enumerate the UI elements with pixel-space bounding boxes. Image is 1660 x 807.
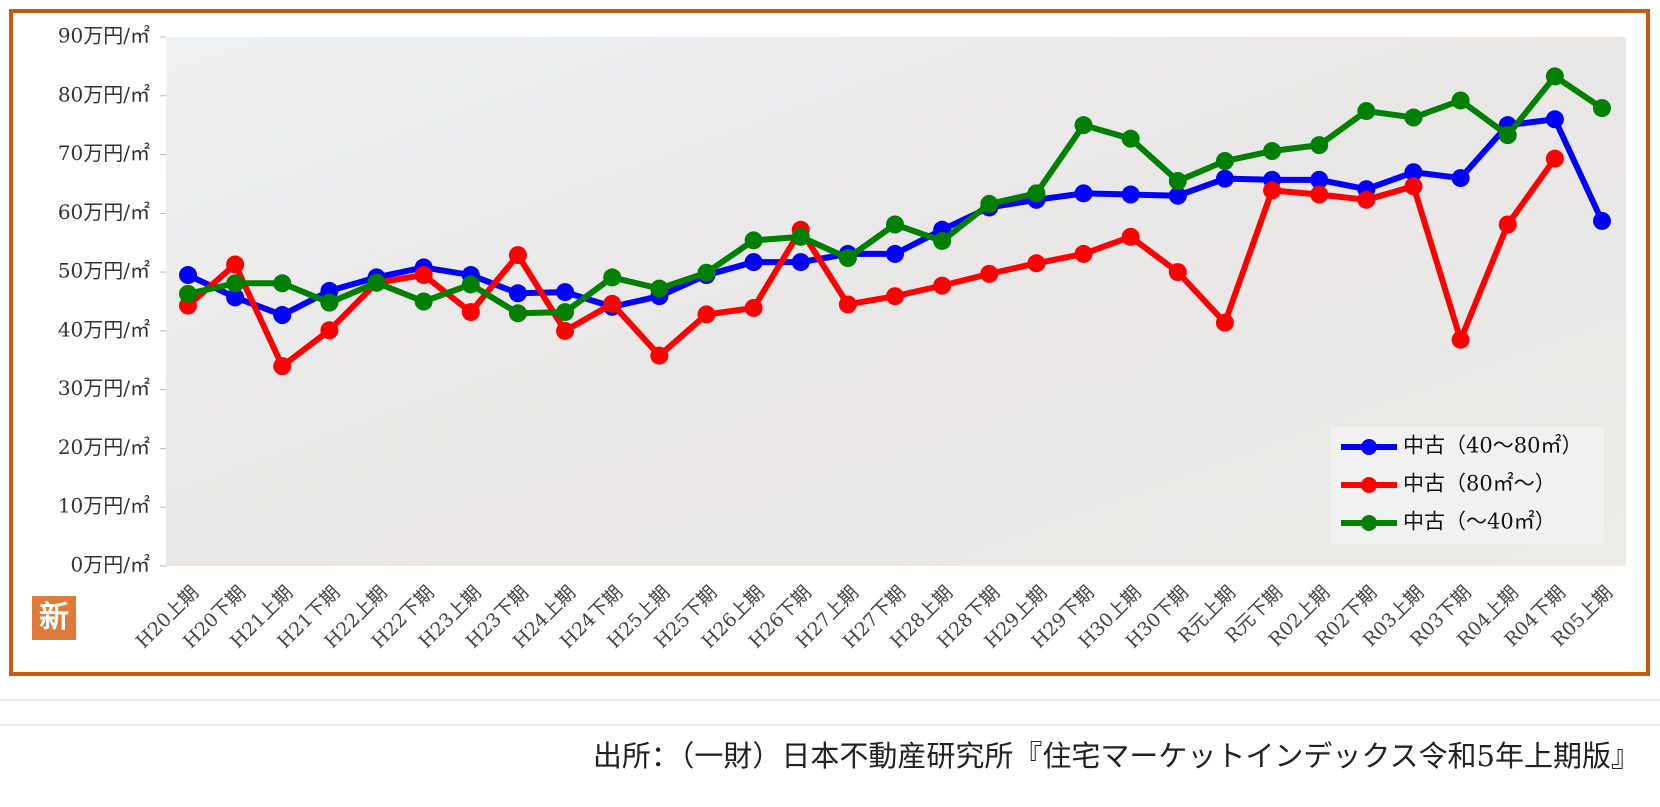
data-point xyxy=(1310,170,1329,189)
data-point xyxy=(1545,149,1564,168)
data-point xyxy=(744,298,763,317)
y-tick-label: 60万円/㎡ xyxy=(58,200,150,224)
data-point xyxy=(1027,184,1046,203)
data-point xyxy=(1027,254,1046,273)
data-point xyxy=(461,275,480,294)
data-point xyxy=(508,246,527,265)
legend-label: 中古（80㎡～） xyxy=(1403,472,1556,496)
data-point xyxy=(273,357,292,376)
data-point xyxy=(744,231,763,250)
data-point xyxy=(1404,108,1423,127)
data-point xyxy=(697,263,716,282)
data-point xyxy=(603,268,622,287)
data-point xyxy=(1121,227,1140,246)
y-tick-label: 70万円/㎡ xyxy=(58,141,150,165)
data-point xyxy=(179,266,197,285)
data-point xyxy=(273,306,292,325)
badge: 新 xyxy=(39,600,69,635)
data-point xyxy=(980,264,999,283)
data-point xyxy=(838,295,857,314)
data-point xyxy=(1215,169,1234,188)
data-point xyxy=(367,273,386,292)
data-point xyxy=(791,227,810,246)
data-point xyxy=(414,266,433,285)
data-point xyxy=(320,293,339,312)
data-point xyxy=(791,253,810,272)
data-point xyxy=(650,279,669,298)
data-point xyxy=(1545,110,1564,129)
y-tick-label: 20万円/㎡ xyxy=(58,435,150,459)
data-point xyxy=(226,288,245,307)
data-point xyxy=(1593,211,1611,230)
y-tick-label: 30万円/㎡ xyxy=(58,376,150,400)
data-point xyxy=(179,284,197,303)
y-tick-label: 0万円/㎡ xyxy=(71,553,150,577)
data-point xyxy=(414,292,433,311)
data-point xyxy=(508,284,527,303)
data-point xyxy=(226,255,245,274)
data-point xyxy=(1498,126,1517,145)
data-point xyxy=(1168,186,1187,205)
data-point xyxy=(1074,184,1093,203)
data-point xyxy=(886,287,904,306)
data-point xyxy=(1215,152,1234,171)
data-point xyxy=(1168,172,1187,191)
badge-box xyxy=(32,596,76,640)
sheet-grid xyxy=(0,699,1660,726)
data-point xyxy=(320,321,339,340)
data-point xyxy=(273,274,292,293)
data-point xyxy=(1263,142,1282,161)
data-point xyxy=(1404,163,1423,182)
data-point xyxy=(933,276,952,295)
y-tick-label: 10万円/㎡ xyxy=(58,494,150,518)
data-point xyxy=(508,304,527,323)
data-point xyxy=(226,274,245,293)
data-point xyxy=(1168,263,1187,282)
data-point xyxy=(1357,190,1376,209)
data-point xyxy=(1451,169,1470,188)
data-point xyxy=(838,249,857,268)
data-point xyxy=(556,303,575,322)
data-point xyxy=(1498,215,1517,234)
data-point xyxy=(556,283,575,302)
data-point xyxy=(1215,313,1234,332)
data-point xyxy=(1593,99,1611,118)
y-tick-label: 90万円/㎡ xyxy=(58,24,150,48)
legend-marker xyxy=(1361,439,1377,455)
data-point xyxy=(1121,129,1140,148)
data-point xyxy=(1074,244,1093,263)
y-tick-label: 40万円/㎡ xyxy=(58,317,150,341)
data-point xyxy=(1263,181,1282,200)
legend-marker xyxy=(1361,515,1377,531)
data-point xyxy=(886,244,904,263)
data-point xyxy=(650,346,669,365)
data-point xyxy=(1074,116,1093,135)
data-point xyxy=(1451,330,1470,349)
data-point xyxy=(1310,136,1329,155)
data-point xyxy=(886,215,904,234)
frame xyxy=(9,9,1650,676)
y-tick-label: 80万円/㎡ xyxy=(58,82,150,106)
data-point xyxy=(556,321,575,340)
legend-label: 中古（40～80㎡） xyxy=(1403,434,1582,458)
data-point xyxy=(1545,67,1564,86)
data-point xyxy=(1310,185,1329,204)
data-point xyxy=(461,303,480,322)
y-tick-label: 50万円/㎡ xyxy=(58,259,150,283)
data-point xyxy=(744,253,763,272)
data-point xyxy=(980,194,999,213)
data-point xyxy=(1121,185,1140,204)
data-point xyxy=(603,294,622,313)
data-point xyxy=(933,231,952,250)
source-note: 出所：（一財）日本不動産研究所『住宅マーケットインデックス令和5年上期版』 xyxy=(593,739,1640,773)
data-point xyxy=(1404,177,1423,196)
data-point xyxy=(1357,102,1376,121)
legend-label: 中古（～40㎡） xyxy=(1403,510,1556,534)
data-point xyxy=(697,305,716,324)
data-point xyxy=(1451,91,1470,110)
legend-marker xyxy=(1361,477,1377,493)
